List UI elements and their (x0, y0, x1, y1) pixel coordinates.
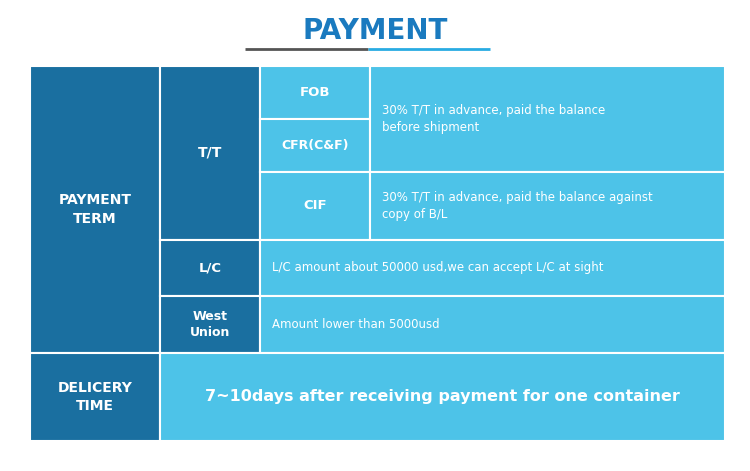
Bar (160, 240, 260, 296)
Bar (30, 66, 160, 353)
Text: PAYMENT: PAYMENT (302, 17, 448, 45)
Text: CIF: CIF (303, 199, 327, 212)
Text: T/T: T/T (198, 146, 222, 160)
Bar (30, 353, 160, 441)
Bar (260, 119, 370, 172)
Text: L/C: L/C (199, 261, 221, 274)
Bar (160, 353, 725, 441)
Text: FOB: FOB (300, 86, 330, 99)
Bar (260, 240, 725, 296)
Text: CFR(C&F): CFR(C&F) (281, 139, 349, 152)
Text: West
Union: West Union (190, 310, 230, 339)
Text: 7~10days after receiving payment for one container: 7~10days after receiving payment for one… (205, 390, 680, 405)
Text: DELICERY
TIME: DELICERY TIME (58, 381, 133, 413)
Text: 30% T/T in advance, paid the balance against
copy of B/L: 30% T/T in advance, paid the balance aga… (382, 191, 652, 221)
Bar (260, 66, 370, 119)
Text: 30% T/T in advance, paid the balance
before shipment: 30% T/T in advance, paid the balance bef… (382, 104, 605, 134)
Bar (260, 172, 370, 240)
Bar (370, 66, 725, 172)
Text: PAYMENT
TERM: PAYMENT TERM (58, 193, 131, 226)
Bar (160, 296, 260, 353)
Bar (160, 66, 260, 240)
Text: L/C amount about 50000 usd,we can accept L/C at sight: L/C amount about 50000 usd,we can accept… (272, 261, 604, 274)
Bar (260, 296, 725, 353)
Bar (370, 172, 725, 240)
Text: Amount lower than 5000usd: Amount lower than 5000usd (272, 318, 440, 331)
